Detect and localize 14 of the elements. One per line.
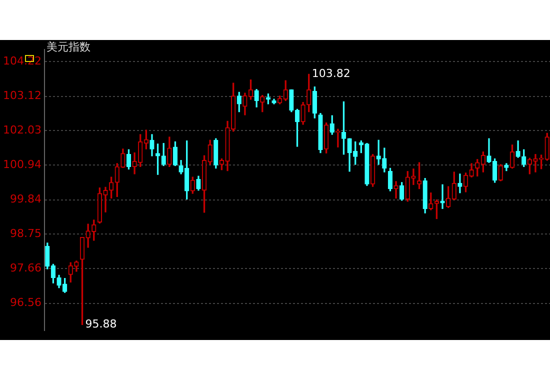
y-tick-label: 100.94	[2, 158, 42, 171]
candlestick	[440, 184, 445, 209]
y-tick-label: 97.66	[10, 261, 42, 274]
y-tick-label: 98.75	[10, 227, 42, 240]
y-tick-label: 104.22	[2, 54, 42, 68]
annotation: 103.82	[312, 67, 350, 80]
y-tick-label: 102.03	[2, 124, 42, 137]
y-tick-label: 103.12	[2, 89, 42, 102]
annotation: 95.88	[85, 318, 117, 331]
chart-title: 美元指数	[46, 40, 90, 54]
candlestick	[394, 181, 398, 199]
candlestick	[458, 174, 462, 194]
y-tick-label: 96.56	[10, 296, 42, 310]
y-tick-label: 99.84	[10, 192, 42, 206]
